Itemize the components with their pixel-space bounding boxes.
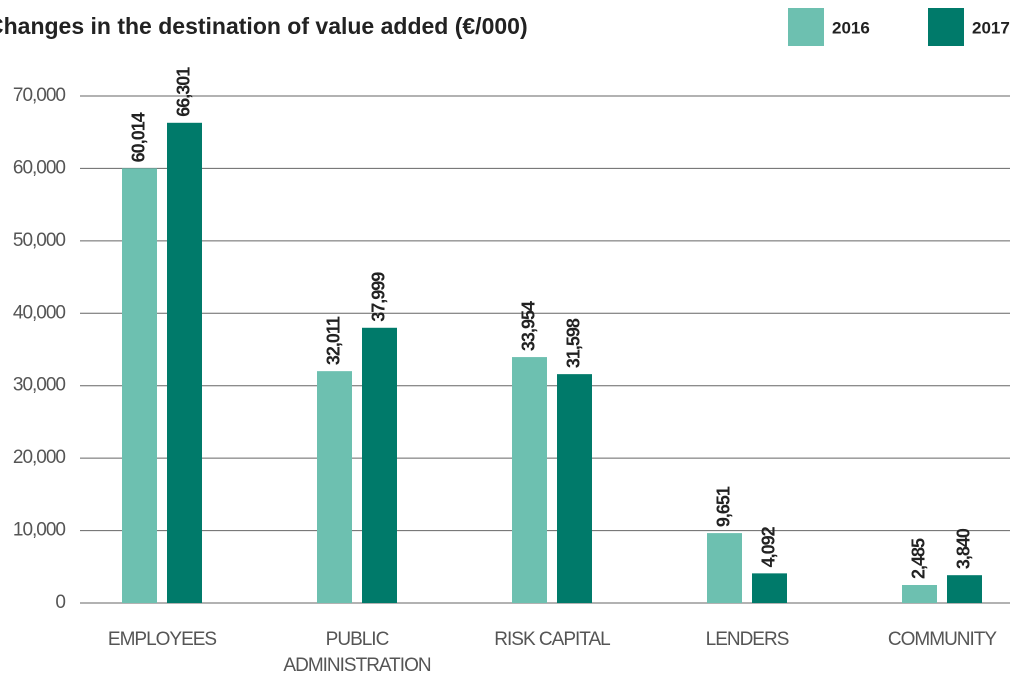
y-tick-label: 10,000 — [13, 520, 66, 541]
x-tick-label: RISK CAPITAL — [494, 629, 610, 650]
legend-swatch — [928, 8, 964, 46]
value-label: 37,999 — [368, 272, 388, 322]
bar — [512, 357, 547, 603]
y-tick-label: 70,000 — [13, 85, 66, 106]
y-tick-label: 60,000 — [13, 157, 66, 178]
x-tick-label: COMMUNITY — [888, 629, 997, 650]
value-label: 3,840 — [953, 528, 973, 569]
value-label: 4,092 — [758, 526, 778, 567]
y-tick-label: 20,000 — [13, 447, 66, 468]
bar — [122, 168, 157, 603]
legend-label: 2017 — [972, 18, 1010, 37]
y-tick-label: 0 — [55, 592, 65, 613]
value-label: 2,485 — [908, 538, 928, 579]
bar — [317, 371, 352, 603]
chart-title: Changes in the destination of value adde… — [0, 13, 528, 39]
y-tick-label: 40,000 — [13, 302, 66, 323]
y-tick-label: 30,000 — [13, 375, 66, 396]
bar — [167, 122, 202, 604]
legend-swatch — [788, 8, 824, 46]
bar — [707, 533, 742, 603]
value-label: 66,301 — [173, 67, 193, 117]
value-label: 31,598 — [563, 318, 583, 368]
bar — [752, 573, 787, 603]
value-label: 33,954 — [518, 301, 538, 351]
value-label: 9,651 — [713, 486, 733, 527]
x-tick-label: LENDERS — [706, 629, 789, 650]
x-tick-label: PUBLIC ADMINISTRATION — [283, 629, 430, 676]
value-label: 60,014 — [128, 112, 148, 162]
x-tick-label: EMPLOYEES — [108, 629, 217, 650]
bar — [947, 575, 982, 603]
bar — [557, 374, 592, 603]
y-tick-label: 50,000 — [13, 230, 66, 251]
legend-label: 2016 — [832, 18, 870, 37]
value-label: 32,011 — [323, 316, 343, 365]
bar — [902, 585, 937, 603]
bar — [362, 327, 397, 603]
